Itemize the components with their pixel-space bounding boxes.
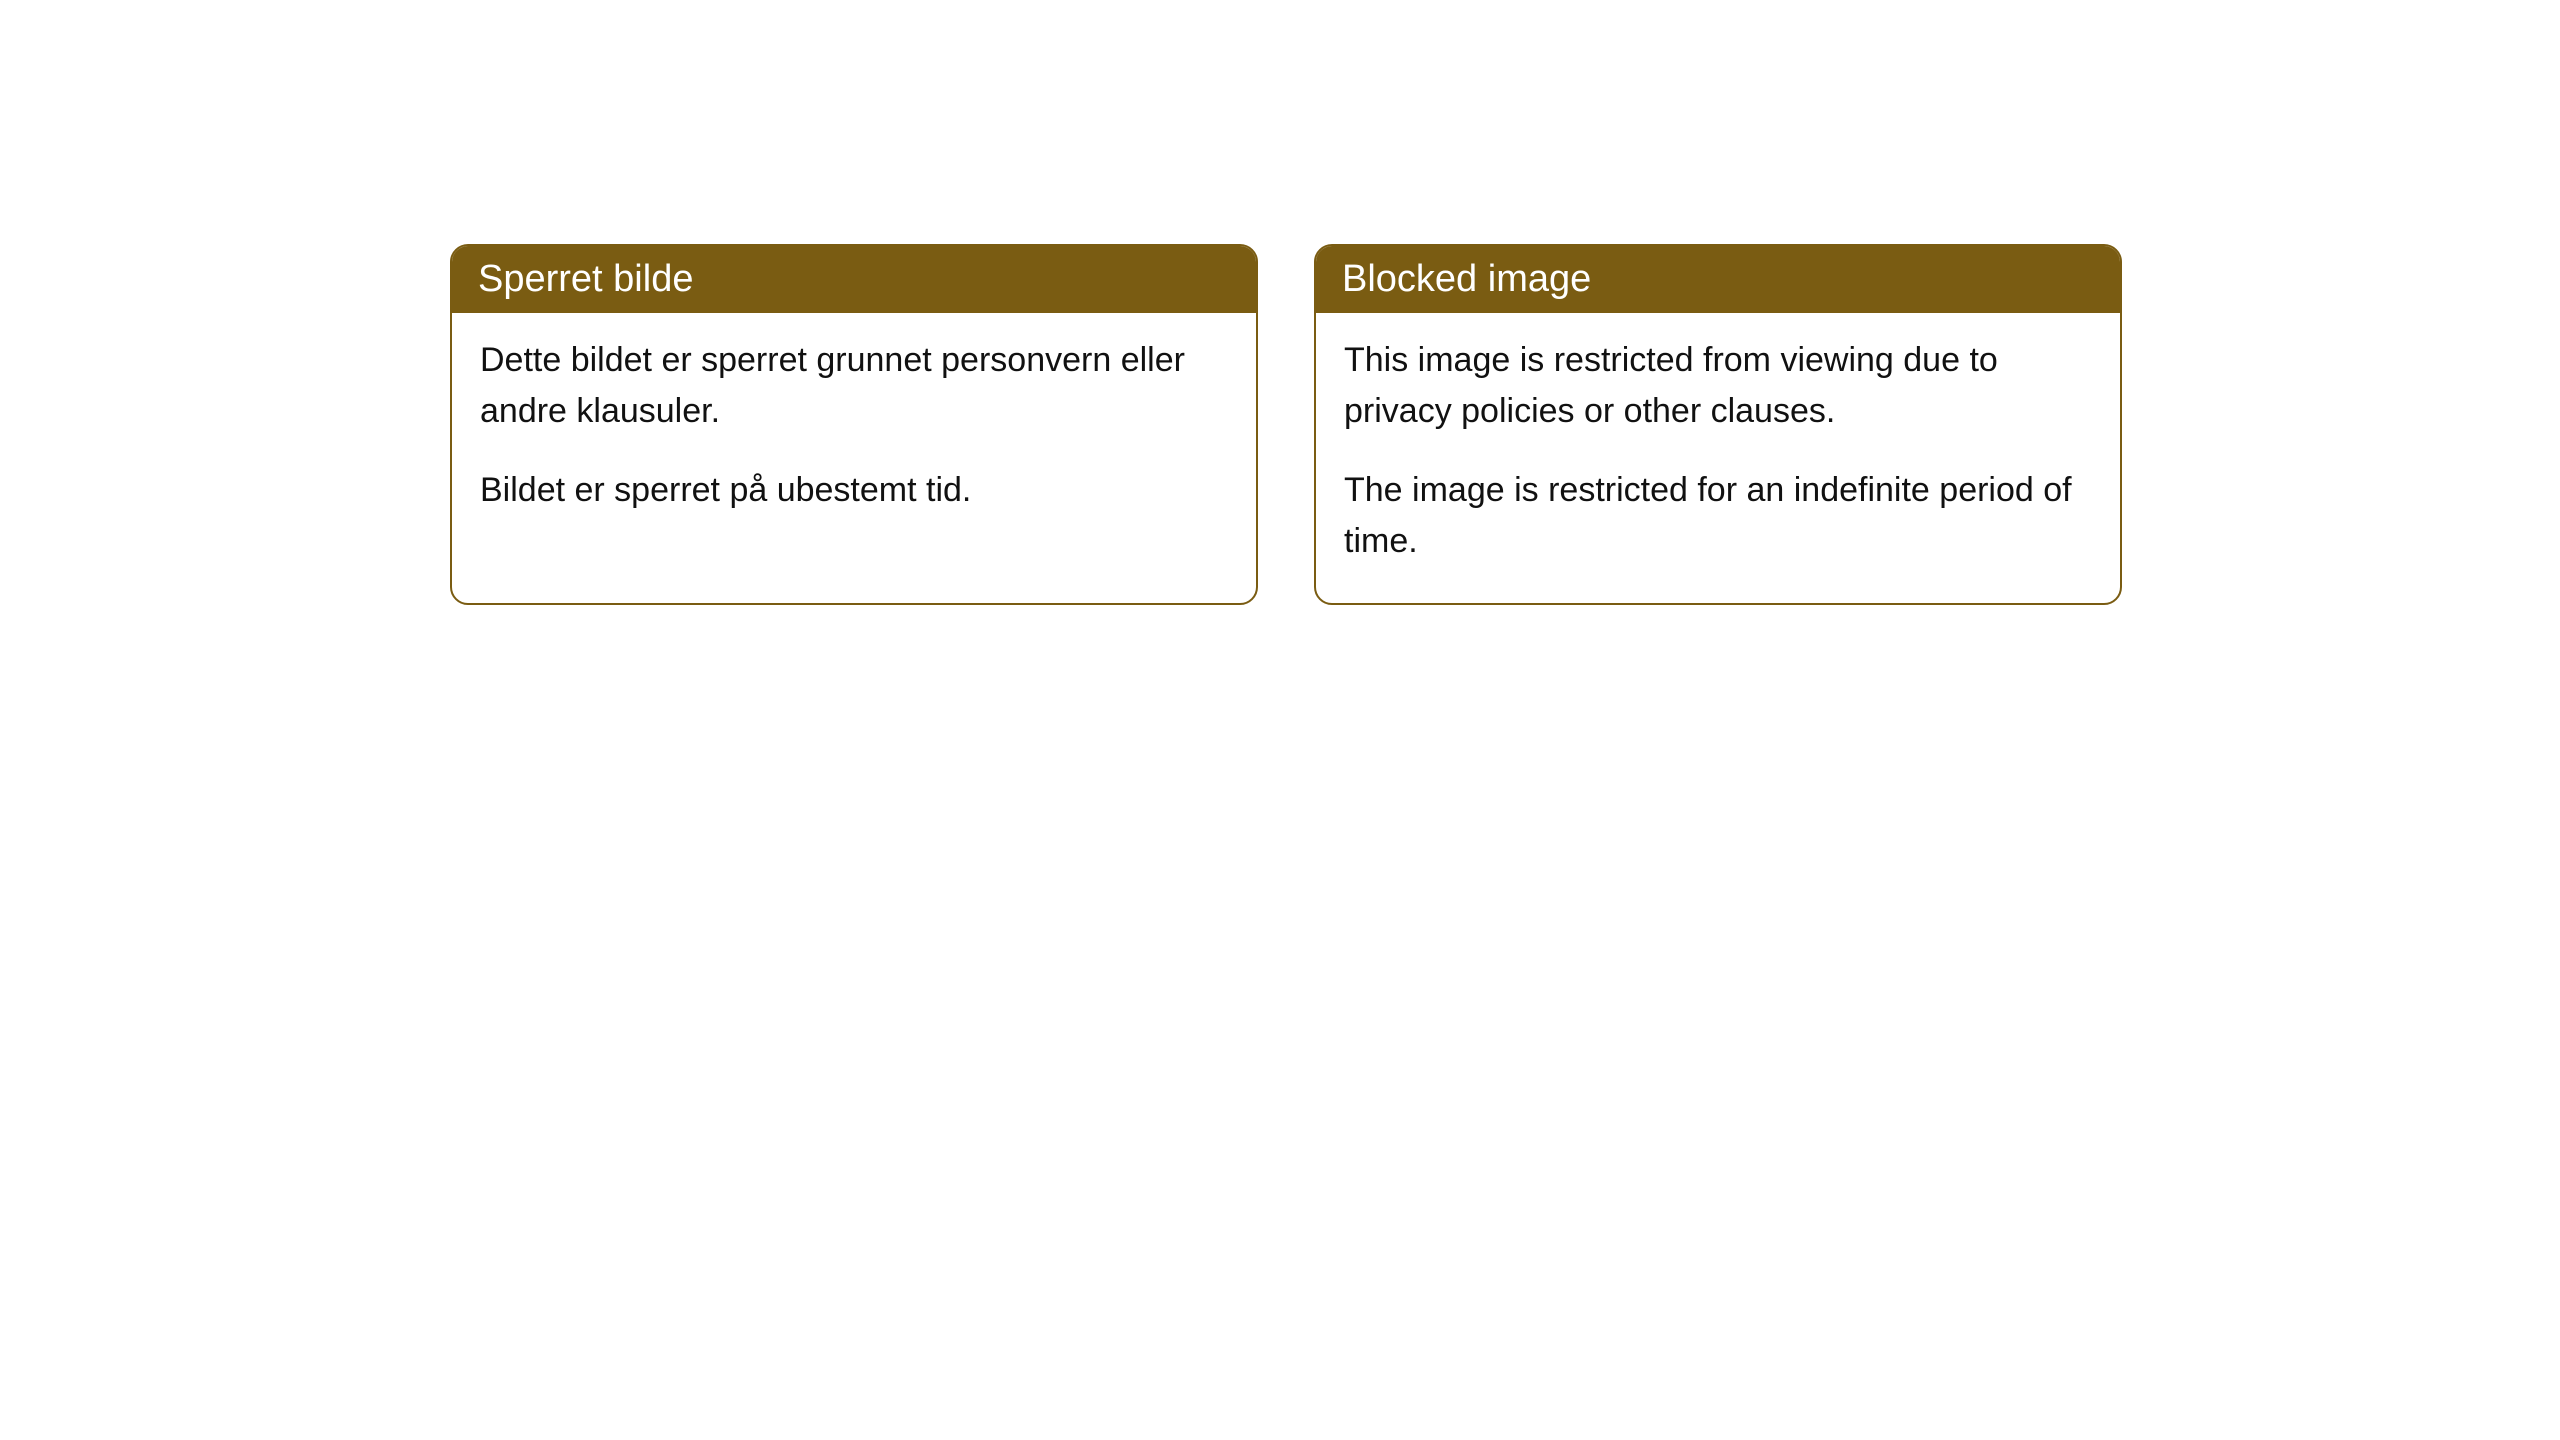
card-body: Dette bildet er sperret grunnet personve… [452,313,1256,552]
card-header: Blocked image [1316,246,2120,313]
card-title: Blocked image [1342,258,1591,300]
card-paragraph: This image is restricted from viewing du… [1344,335,2092,437]
card-body: This image is restricted from viewing du… [1316,313,2120,603]
notice-cards-container: Sperret bilde Dette bildet er sperret gr… [450,244,2122,605]
card-title: Sperret bilde [478,258,693,300]
blocked-image-card-norwegian: Sperret bilde Dette bildet er sperret gr… [450,244,1258,605]
card-paragraph: Bildet er sperret på ubestemt tid. [480,465,1228,516]
blocked-image-card-english: Blocked image This image is restricted f… [1314,244,2122,605]
card-header: Sperret bilde [452,246,1256,313]
card-paragraph: The image is restricted for an indefinit… [1344,465,2092,567]
card-paragraph: Dette bildet er sperret grunnet personve… [480,335,1228,437]
